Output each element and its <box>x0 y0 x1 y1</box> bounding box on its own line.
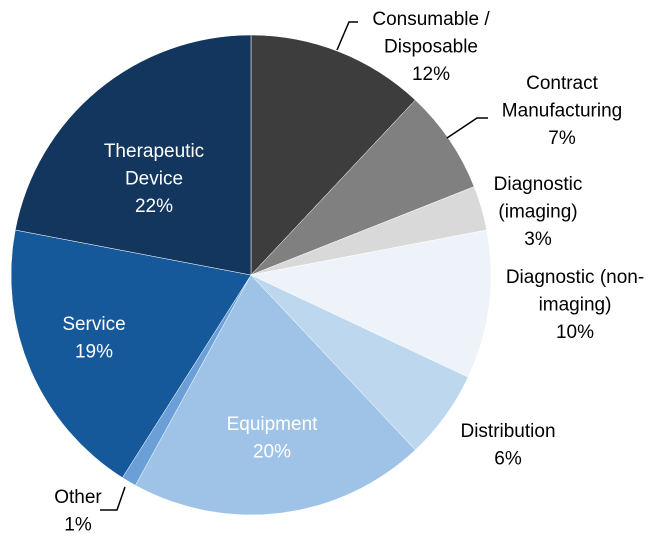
slice-label: Contract Manufacturing <box>502 73 622 122</box>
slice-label: Therapeutic Device <box>104 141 204 190</box>
slice-label: Consumable / Disposable <box>372 9 490 58</box>
pie-slice <box>14 34 252 276</box>
slice-label: Other <box>54 487 102 508</box>
slice-label: Diagnostic (imaging) <box>494 174 583 223</box>
leader-line <box>336 21 358 51</box>
value-label: 1% <box>64 515 92 536</box>
slice-label: Equipment <box>227 414 319 435</box>
slice-label: Service <box>62 314 125 335</box>
value-label: 7% <box>548 128 576 149</box>
value-label: 20% <box>253 442 291 463</box>
pie-slice <box>250 34 416 276</box>
value-label: 10% <box>556 322 594 343</box>
pie-slice <box>10 229 252 478</box>
value-label: 12% <box>412 64 450 85</box>
slice-label: Diagnostic (non-imaging) <box>506 267 644 316</box>
value-label: 19% <box>75 342 113 363</box>
leader-line <box>100 486 126 511</box>
pie-slice <box>250 99 475 276</box>
value-label: 3% <box>524 229 552 250</box>
pie-slice <box>250 229 492 378</box>
leader-line <box>446 117 488 139</box>
slice-label: Distribution <box>460 421 555 442</box>
value-label: 6% <box>494 449 522 470</box>
pie-slice <box>135 274 416 516</box>
value-label: 22% <box>135 196 173 217</box>
